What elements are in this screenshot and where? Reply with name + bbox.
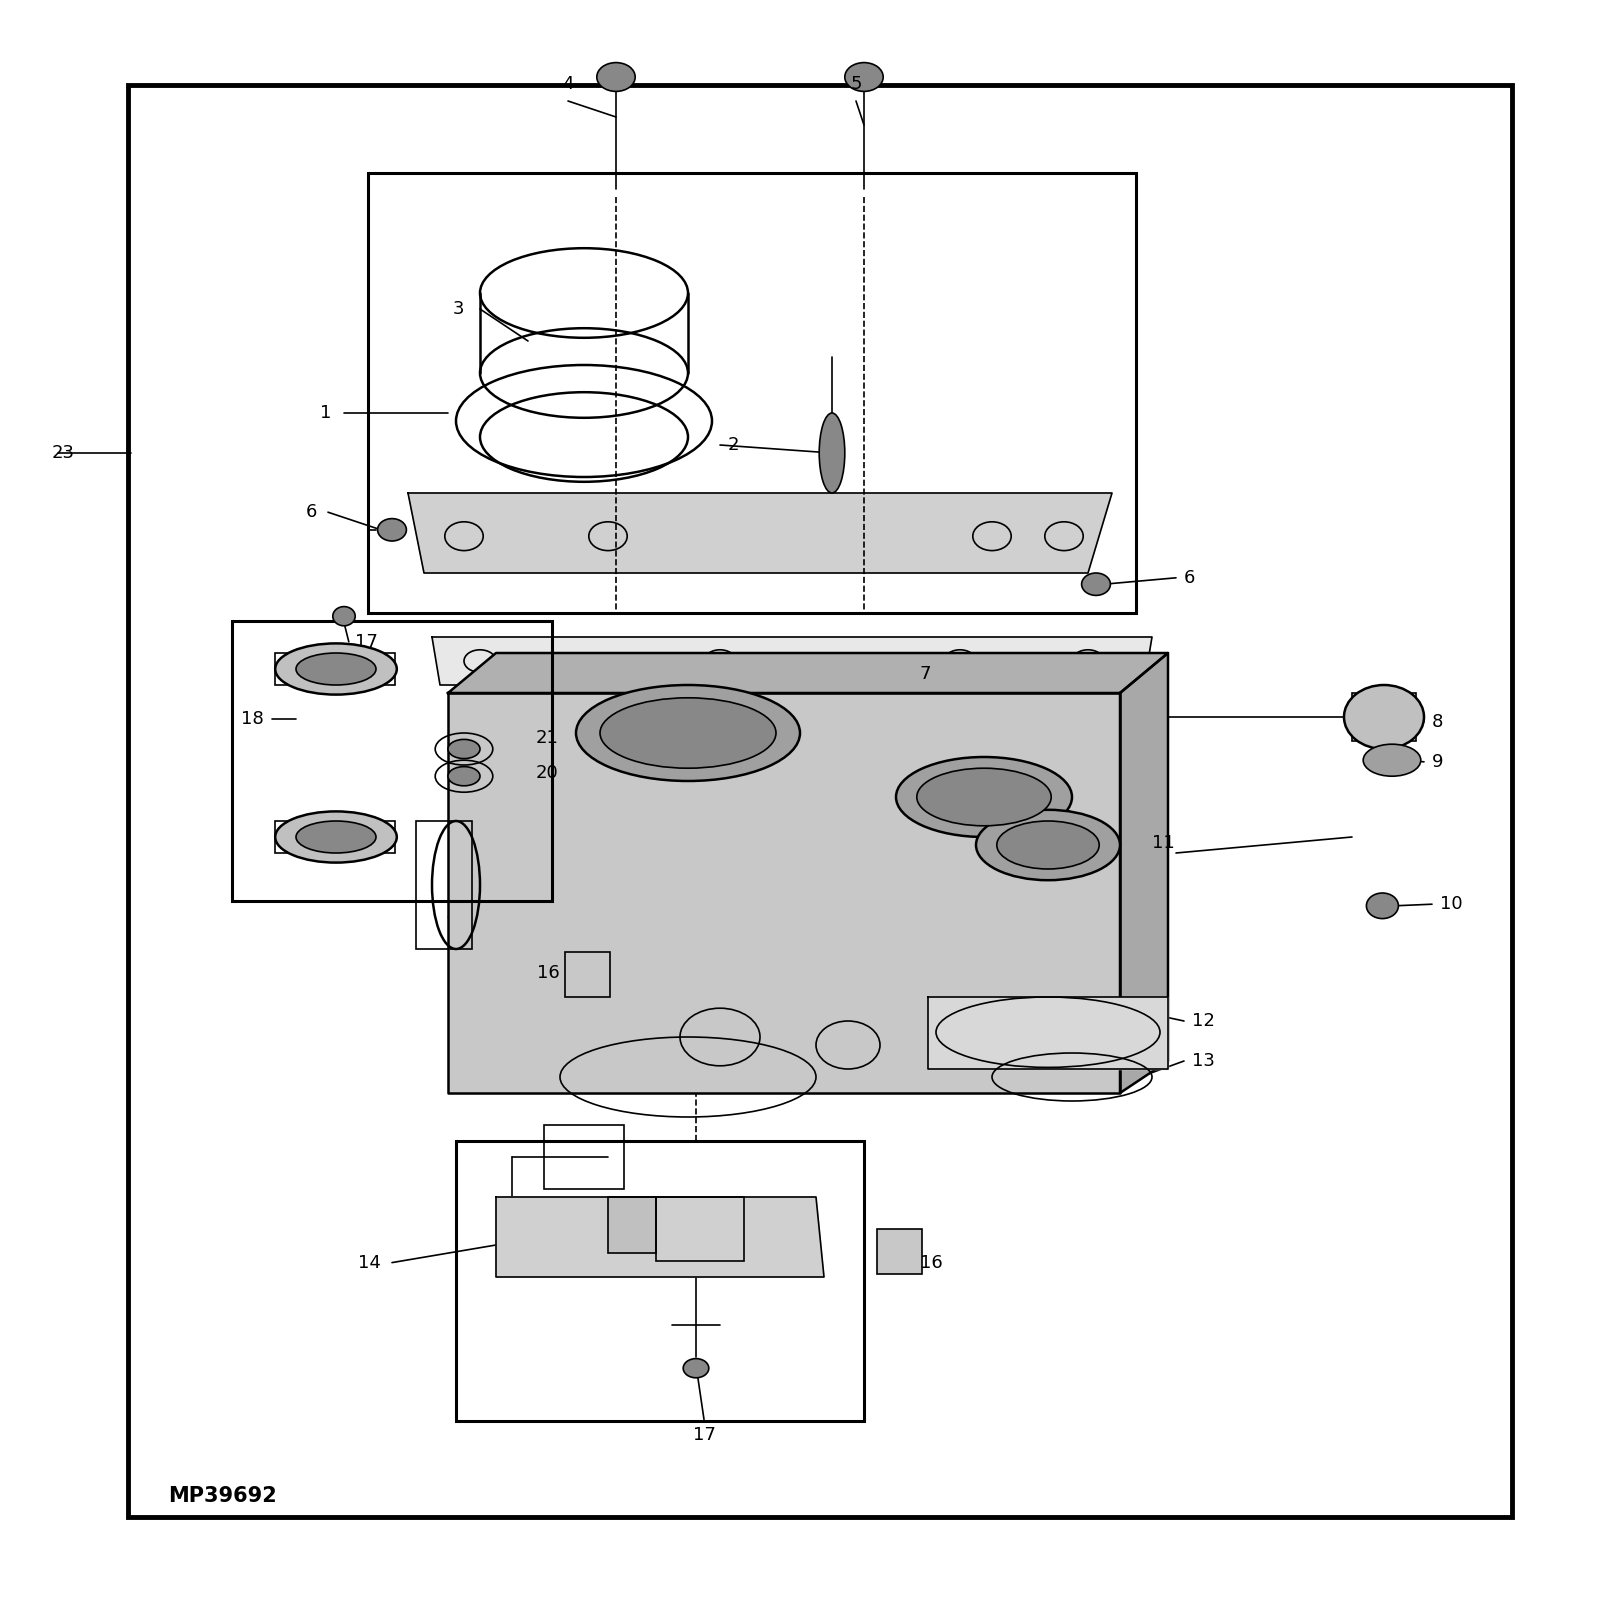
Ellipse shape [333, 607, 355, 626]
Bar [128, 85, 1512, 1517]
Polygon shape [448, 654, 1168, 692]
Ellipse shape [819, 414, 845, 493]
Text: 12: 12 [1192, 1013, 1214, 1030]
Text: 17: 17 [355, 633, 378, 650]
Bar [275, 821, 395, 853]
Text: 2: 2 [728, 436, 739, 454]
Text: 19: 19 [306, 831, 328, 848]
Text: 21: 21 [536, 729, 558, 747]
Polygon shape [432, 638, 1152, 684]
Ellipse shape [1344, 684, 1424, 749]
Ellipse shape [378, 518, 406, 541]
Text: 11: 11 [1152, 834, 1174, 852]
Bar [232, 621, 552, 902]
Text: 3: 3 [453, 299, 464, 319]
Ellipse shape [296, 821, 376, 853]
Text: 13: 13 [1192, 1051, 1214, 1071]
Ellipse shape [275, 644, 397, 694]
Polygon shape [496, 1196, 824, 1277]
Text: 4: 4 [562, 76, 574, 93]
Text: 5: 5 [850, 76, 862, 93]
Bar [275, 654, 395, 684]
Text: 14: 14 [358, 1254, 381, 1272]
Text: 8: 8 [1432, 713, 1443, 731]
Text: 6: 6 [306, 504, 317, 522]
Ellipse shape [296, 654, 376, 684]
Ellipse shape [1363, 744, 1421, 776]
Polygon shape [1120, 654, 1168, 1093]
Text: 18: 18 [242, 710, 264, 728]
Text: 6: 6 [1184, 568, 1195, 586]
Bar [877, 1228, 922, 1274]
Bar [544, 1125, 624, 1190]
Bar [656, 1196, 744, 1261]
Ellipse shape [1082, 573, 1110, 596]
Ellipse shape [597, 63, 635, 92]
Ellipse shape [275, 811, 397, 863]
Ellipse shape [976, 810, 1120, 881]
Bar [416, 821, 472, 948]
Text: 20: 20 [536, 765, 558, 782]
Text: 1: 1 [320, 404, 331, 422]
Text: 22: 22 [344, 671, 366, 689]
Text: 23: 23 [51, 444, 74, 462]
Ellipse shape [576, 684, 800, 781]
Text: 9: 9 [1432, 753, 1443, 771]
Ellipse shape [845, 63, 883, 92]
Ellipse shape [917, 768, 1051, 826]
Text: 16: 16 [538, 964, 560, 982]
Polygon shape [448, 692, 1120, 1093]
Text: 17: 17 [693, 1426, 715, 1444]
Text: MP39692: MP39692 [168, 1486, 277, 1507]
Ellipse shape [683, 1359, 709, 1378]
Bar [608, 1196, 656, 1253]
Bar [1352, 692, 1416, 741]
Ellipse shape [600, 697, 776, 768]
Polygon shape [408, 493, 1112, 573]
Bar [565, 952, 610, 997]
Ellipse shape [997, 821, 1099, 869]
Text: 15: 15 [720, 1254, 742, 1272]
Ellipse shape [896, 757, 1072, 837]
Text: 16: 16 [920, 1254, 942, 1272]
Polygon shape [928, 997, 1168, 1069]
Text: 10: 10 [1440, 895, 1462, 913]
Bar [368, 172, 1136, 613]
Ellipse shape [1366, 894, 1398, 919]
Text: 7: 7 [920, 665, 931, 683]
Ellipse shape [448, 739, 480, 758]
Bar [456, 1141, 864, 1422]
Ellipse shape [448, 766, 480, 786]
